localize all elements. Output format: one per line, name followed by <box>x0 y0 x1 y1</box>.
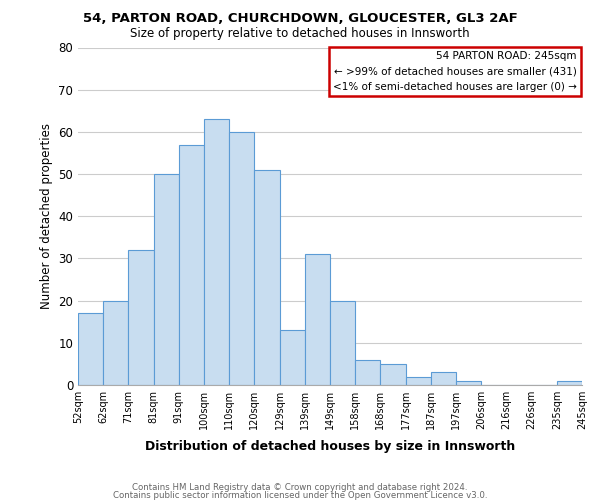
Bar <box>305 254 330 385</box>
Bar <box>78 314 103 385</box>
Text: 54 PARTON ROAD: 245sqm
← >99% of detached houses are smaller (431)
<1% of semi-d: 54 PARTON ROAD: 245sqm ← >99% of detache… <box>333 51 577 92</box>
Bar <box>204 119 229 385</box>
Bar <box>280 330 305 385</box>
Bar <box>456 381 481 385</box>
Bar <box>330 300 355 385</box>
Bar <box>355 360 380 385</box>
X-axis label: Distribution of detached houses by size in Innsworth: Distribution of detached houses by size … <box>145 440 515 454</box>
Bar <box>179 144 204 385</box>
Bar <box>557 381 582 385</box>
Bar <box>154 174 179 385</box>
Text: Contains public sector information licensed under the Open Government Licence v3: Contains public sector information licen… <box>113 492 487 500</box>
Bar <box>380 364 406 385</box>
Bar <box>229 132 254 385</box>
Y-axis label: Number of detached properties: Number of detached properties <box>40 123 53 309</box>
Bar <box>406 376 431 385</box>
Bar <box>103 300 128 385</box>
Bar <box>128 250 154 385</box>
Text: Contains HM Land Registry data © Crown copyright and database right 2024.: Contains HM Land Registry data © Crown c… <box>132 483 468 492</box>
Bar <box>431 372 456 385</box>
Text: 54, PARTON ROAD, CHURCHDOWN, GLOUCESTER, GL3 2AF: 54, PARTON ROAD, CHURCHDOWN, GLOUCESTER,… <box>83 12 517 26</box>
Text: Size of property relative to detached houses in Innsworth: Size of property relative to detached ho… <box>130 28 470 40</box>
Bar <box>254 170 280 385</box>
